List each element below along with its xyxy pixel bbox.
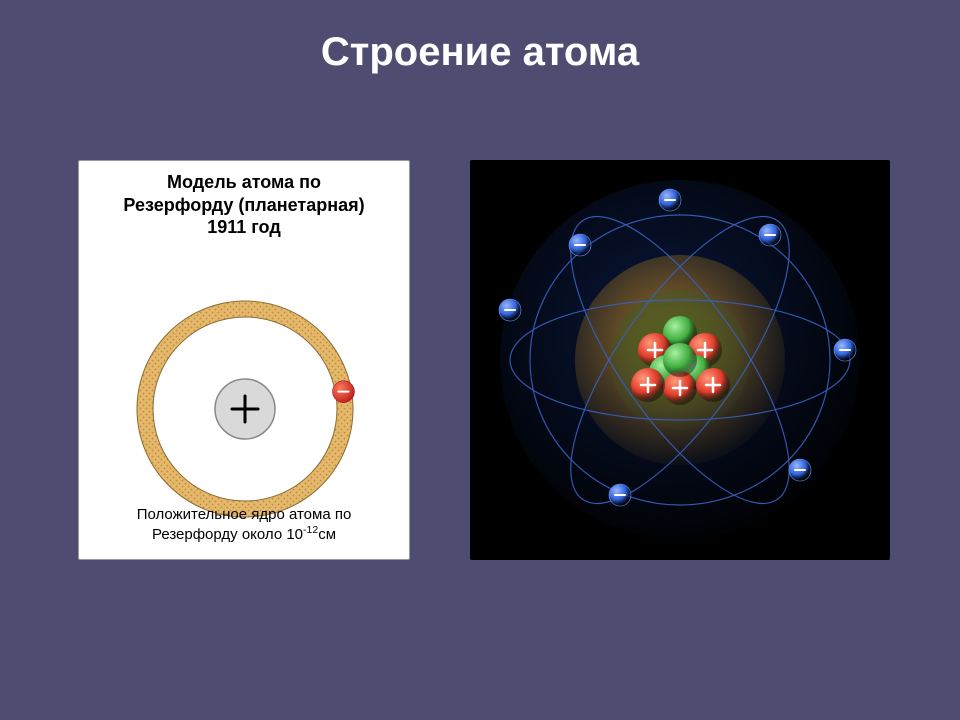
lp-cap-line2: Резерфорду около 10-12см — [79, 524, 409, 545]
slide-title: Строение атома — [0, 30, 960, 75]
slide: Строение атома Модель атома по Резерфорд… — [0, 0, 960, 720]
lp-cap-pre: Резерфорду около 10 — [152, 526, 303, 543]
lp-cap-line1: Положительное ядро атома по — [79, 506, 409, 525]
atom-3d-diagram — [470, 160, 890, 560]
left-panel-caption: Положительное ядро атома по Резерфорду о… — [79, 506, 409, 546]
rutherford-diagram — [79, 161, 411, 561]
lp-cap-sup: -12 — [303, 524, 318, 536]
right-panel — [470, 160, 890, 560]
left-panel: Модель атома по Резерфорду (планетарная)… — [78, 160, 410, 560]
lp-cap-post: см — [318, 526, 336, 543]
